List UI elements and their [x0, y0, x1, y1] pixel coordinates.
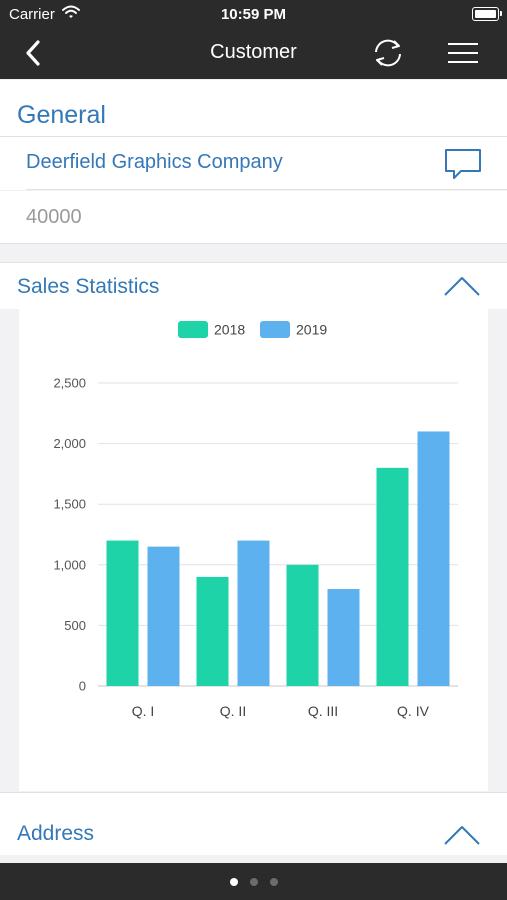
sales-chart-area: 0 500 1,000 1,500 2,000 2,500 Q. I Q. II Q. III Q…: [0, 309, 507, 791]
battery-icon: [472, 7, 502, 21]
page-dot[interactable]: [249, 878, 258, 886]
bar-2018: [286, 564, 319, 686]
page-dot[interactable]: [269, 878, 278, 886]
x-tick-label: Q. II: [220, 703, 246, 719]
address-section-title: Address: [17, 822, 95, 845]
y-tick-label: 1,000: [53, 557, 86, 572]
hamburger-menu-icon[interactable]: [447, 42, 479, 64]
carrier-label: Carrier: [9, 6, 55, 23]
customer-number-field: 40000: [0, 191, 507, 244]
sales-bar-chart: 0 500 1,000 1,500 2,000 2,500 Q. I Q. II Q. III Q…: [53, 321, 458, 719]
x-tick-label: Q. III: [308, 703, 338, 719]
page-indicator-bar: [0, 863, 507, 900]
legend-label: 2019: [296, 322, 327, 338]
legend-label: 2018: [214, 322, 245, 338]
bar-2019: [417, 431, 450, 686]
y-tick-label: 1,500: [53, 497, 86, 512]
chevron-up-icon[interactable]: [443, 824, 481, 846]
comment-icon[interactable]: [444, 148, 482, 180]
bar-2019: [327, 589, 360, 686]
legend-swatch-2018: [178, 321, 208, 338]
sales-chart-panel: 0 500 1,000 1,500 2,000 2,500 Q. I Q. II Q. III Q…: [19, 309, 488, 791]
x-tick-label: Q. I: [132, 703, 155, 719]
y-tick-label: 0: [79, 679, 86, 694]
bar-2019: [237, 540, 270, 686]
sales-statistics-title: Sales Statistics: [17, 275, 160, 298]
sync-icon[interactable]: [369, 36, 407, 70]
company-name-field[interactable]: Deerfield Graphics Company: [0, 137, 507, 190]
x-tick-label: Q. IV: [397, 703, 430, 719]
clock: 10:59 PM: [220, 6, 287, 23]
sales-statistics-header[interactable]: Sales Statistics: [0, 262, 507, 310]
y-tick-label: 500: [64, 618, 86, 633]
general-section-header: General: [0, 80, 507, 137]
company-name-value[interactable]: Deerfield Graphics Company: [26, 151, 283, 173]
wifi-icon: [62, 5, 80, 24]
back-chevron-icon[interactable]: [20, 39, 48, 67]
bar-2018: [106, 540, 139, 686]
y-tick-label: 2,500: [53, 376, 86, 391]
page-title: Customer: [210, 41, 297, 63]
bar-2018: [376, 467, 409, 686]
bar-2018: [196, 576, 229, 686]
legend-swatch-2019: [260, 321, 290, 338]
navigation-bar: Customer: [0, 28, 507, 79]
customer-number-value: 40000: [26, 206, 82, 228]
page-dot[interactable]: [229, 878, 238, 886]
y-tick-label: 2,000: [53, 436, 86, 451]
bar-2019: [147, 546, 180, 686]
status-bar: Carrier 10:59 PM: [0, 0, 507, 28]
general-section-title: General: [17, 101, 106, 129]
chevron-up-icon[interactable]: [443, 275, 481, 297]
address-section-header[interactable]: Address: [0, 792, 507, 855]
